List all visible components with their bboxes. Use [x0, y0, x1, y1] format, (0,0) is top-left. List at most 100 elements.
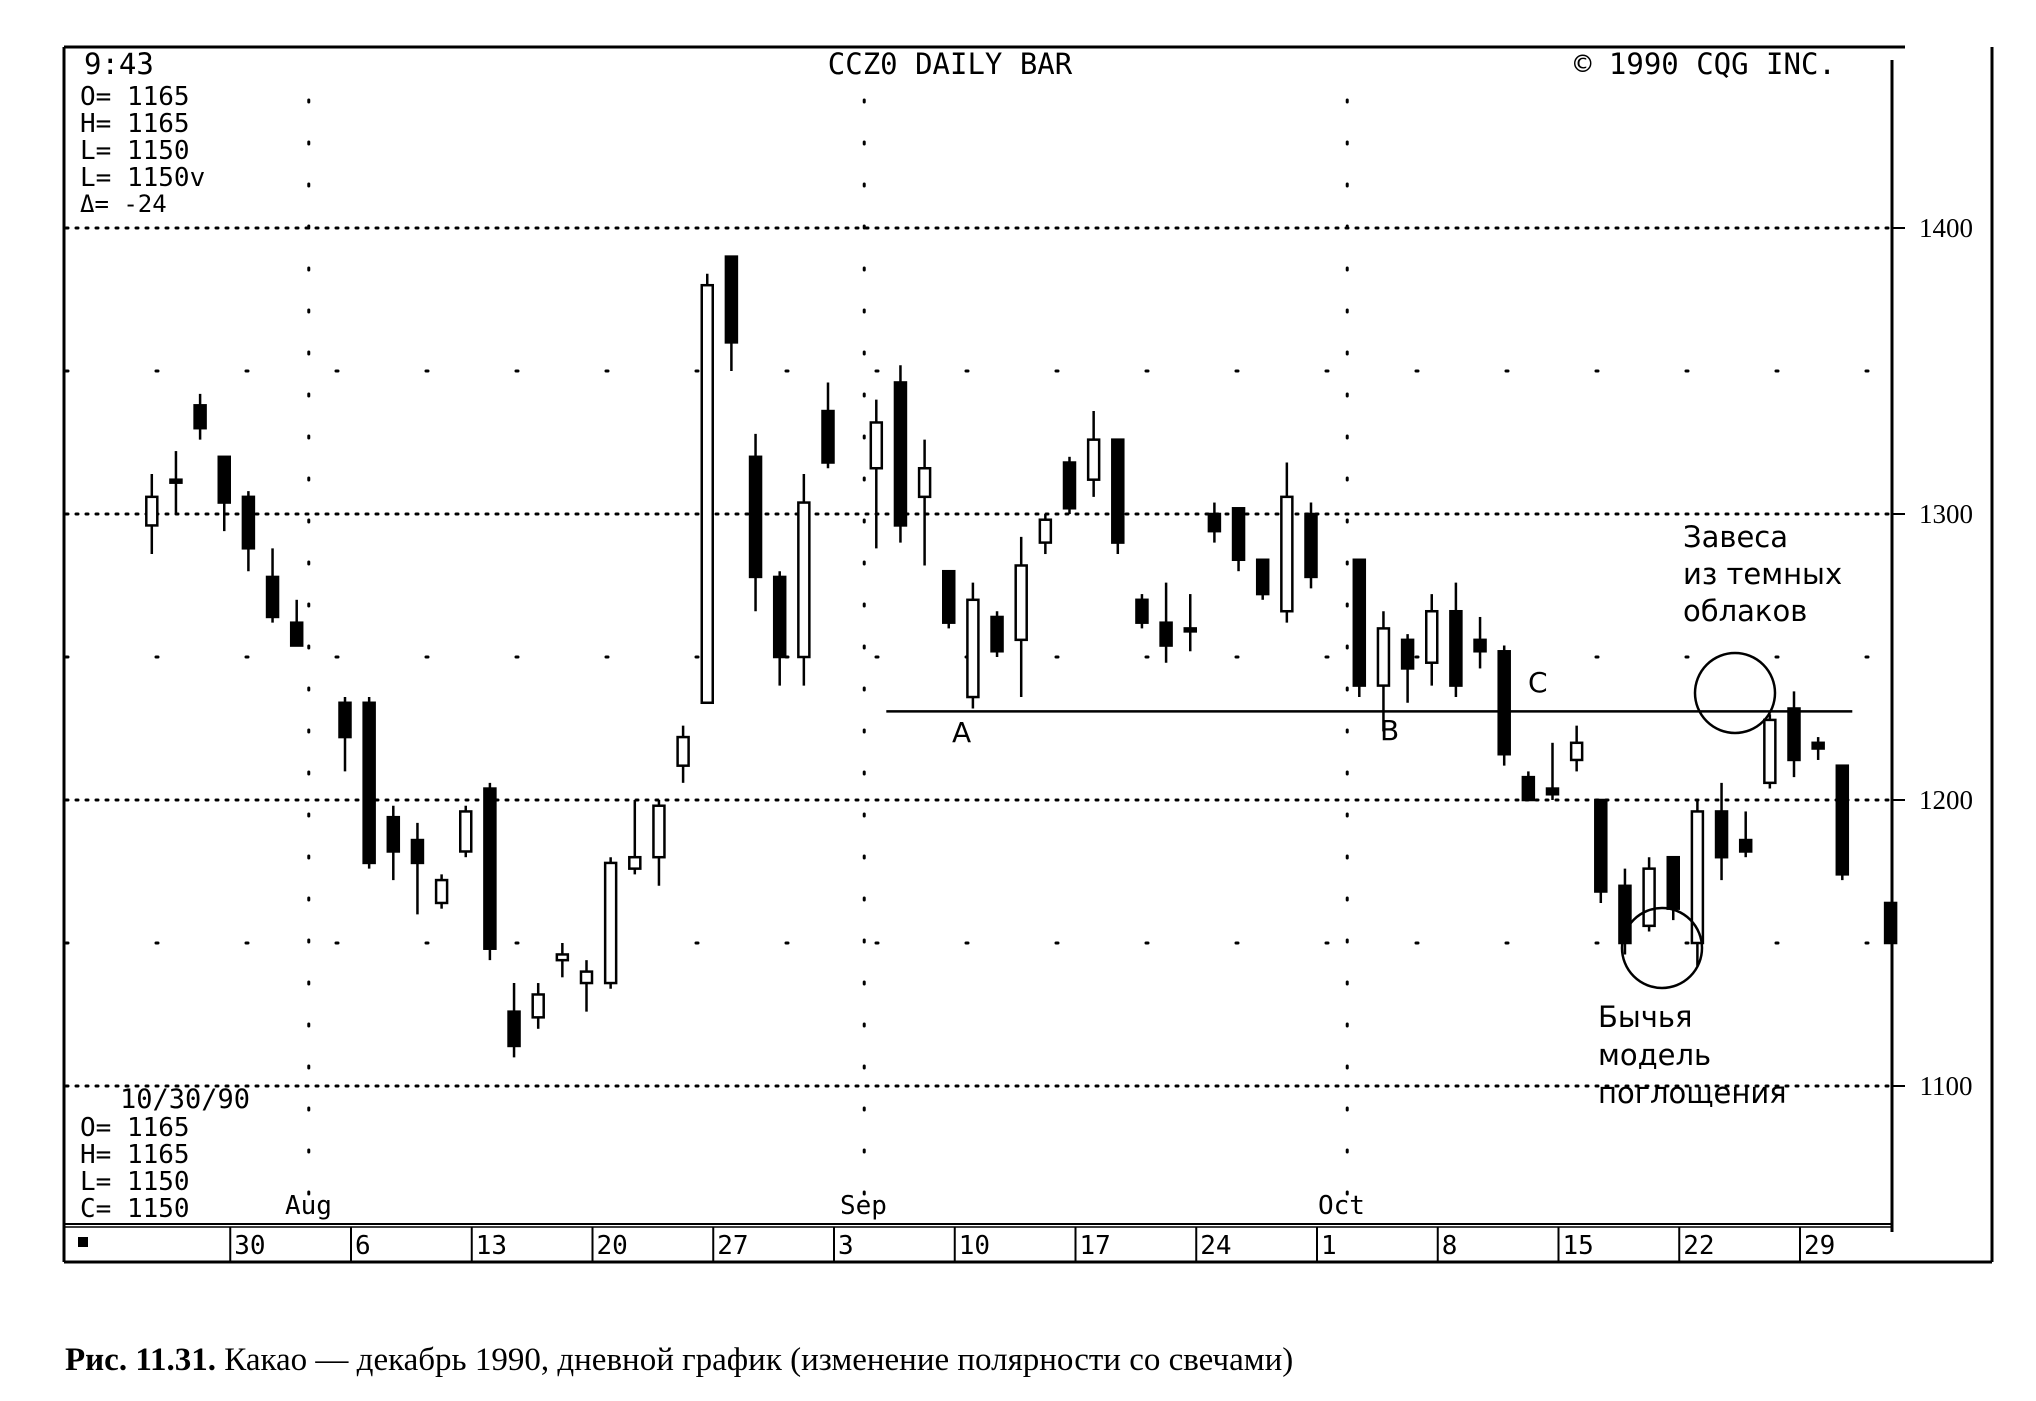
axis-tick-label: 29	[1804, 1231, 1835, 1261]
dark-cloud-line: Завеса	[1683, 520, 1788, 554]
candle-body-black	[1111, 438, 1125, 544]
candle-body-white	[676, 735, 690, 767]
label-c: C	[1528, 666, 1548, 699]
candle	[1763, 714, 1777, 789]
axis-tick-label: 13	[476, 1231, 507, 1261]
candle-body-white	[531, 993, 545, 1019]
axis-tick-label: 20	[597, 1231, 628, 1261]
candle	[1449, 582, 1463, 698]
candle-body-black	[1135, 598, 1149, 624]
candle-body-black	[772, 575, 787, 659]
candle	[603, 857, 618, 989]
candle	[1425, 594, 1439, 686]
candle	[265, 548, 280, 623]
axis-marker	[78, 1237, 88, 1247]
candle	[434, 874, 449, 909]
engulfing-circle	[1620, 906, 1704, 990]
candle	[1304, 502, 1318, 589]
axis-tick-label: 6	[355, 1231, 371, 1261]
readout-line: Δ= -24	[80, 190, 167, 218]
candle	[628, 800, 642, 875]
candle-body-black	[893, 381, 908, 527]
candle	[1473, 616, 1487, 669]
candle	[217, 455, 231, 532]
axis-tick-label: 24	[1200, 1231, 1231, 1261]
candle	[483, 782, 497, 961]
y-tick-label: 1300	[1919, 499, 1973, 529]
readout-line: C= 1150	[80, 1194, 190, 1224]
candle	[652, 800, 666, 886]
candle-body-white	[700, 283, 714, 705]
candle-body-black	[241, 495, 256, 550]
candle	[289, 599, 304, 647]
candle-body-white	[1280, 495, 1294, 613]
y-tick-label: 1100	[1920, 1071, 1973, 1101]
candle	[1618, 868, 1632, 955]
candle-body-white	[145, 495, 159, 527]
chart-frame	[62, 45, 1994, 1264]
candle-body-black	[362, 701, 376, 865]
candle-body-black	[1400, 638, 1415, 670]
candle-body-black	[1714, 810, 1729, 859]
candle	[1400, 634, 1415, 703]
candle	[531, 983, 545, 1029]
candle	[1714, 782, 1729, 881]
candle	[748, 433, 763, 612]
caption-label: Рис. 11.31.	[65, 1342, 216, 1378]
candle	[724, 255, 739, 371]
engulfing-line: поглощения	[1598, 1076, 1787, 1110]
candle	[1207, 502, 1222, 543]
candle-body-white	[1376, 627, 1391, 687]
candle	[1231, 507, 1246, 572]
candle-body-black	[821, 409, 835, 464]
candle	[1545, 742, 1560, 800]
candle	[1811, 737, 1825, 760]
candle	[1352, 558, 1367, 698]
candle	[1086, 411, 1101, 497]
candle	[241, 491, 256, 572]
candle-body-black	[1473, 638, 1487, 653]
candle-body-black	[1545, 787, 1560, 796]
candle-body-black	[1594, 798, 1608, 893]
candle	[1135, 594, 1149, 629]
label-a: A	[952, 716, 971, 749]
candle	[1835, 764, 1850, 881]
readout-line: H= 1165	[80, 1140, 190, 1170]
axis-tick-label: 17	[1080, 1231, 1111, 1261]
candle-body-white	[1642, 867, 1656, 928]
candle	[942, 569, 956, 629]
readout-line: O= 1165	[80, 82, 190, 112]
label-b: B	[1380, 714, 1399, 747]
dark-cloud-line: облаков	[1683, 594, 1807, 628]
candle	[386, 805, 401, 881]
candle	[1038, 514, 1053, 555]
readout-bottom: 10/30/90 O= 1165 H= 1165 L= 1150 C= 1150	[80, 1084, 250, 1224]
caption-text: Какао — декабрь 1990, дневной график (из…	[216, 1342, 1294, 1378]
readout-line: L= 1150	[80, 136, 190, 166]
header-time: 9:43	[84, 47, 154, 81]
candle-body-black	[1618, 884, 1632, 945]
candle	[507, 983, 521, 1058]
candle	[1280, 462, 1294, 623]
candle	[1642, 857, 1656, 932]
candle-body-black	[1521, 775, 1536, 802]
candle	[410, 822, 425, 915]
dark-cloud-line: из темных	[1683, 557, 1842, 591]
candle-body-white	[555, 953, 570, 962]
candle-body-black	[1787, 707, 1801, 762]
candle-body-black	[1449, 609, 1463, 687]
y-tick-label: 1200	[1919, 785, 1973, 815]
candle-body-black	[1835, 764, 1850, 876]
candle	[1062, 456, 1077, 514]
candle	[1569, 725, 1584, 772]
candle-body-black	[265, 575, 280, 619]
candle	[1111, 438, 1125, 555]
month-label-oct: Oct	[1318, 1191, 1365, 1221]
candle	[1014, 536, 1028, 698]
date-axis: 30 6 13 20 27 3 10 17 24 1 8 15 22 29	[78, 1227, 1835, 1262]
candle-body-black	[1159, 621, 1173, 647]
axis-tick-label: 8	[1442, 1231, 1458, 1261]
axis-tick-label: 27	[717, 1231, 748, 1261]
candle-body-white	[1086, 438, 1101, 481]
price-axis: 1100 1200 1300 1400	[1892, 213, 1973, 1101]
